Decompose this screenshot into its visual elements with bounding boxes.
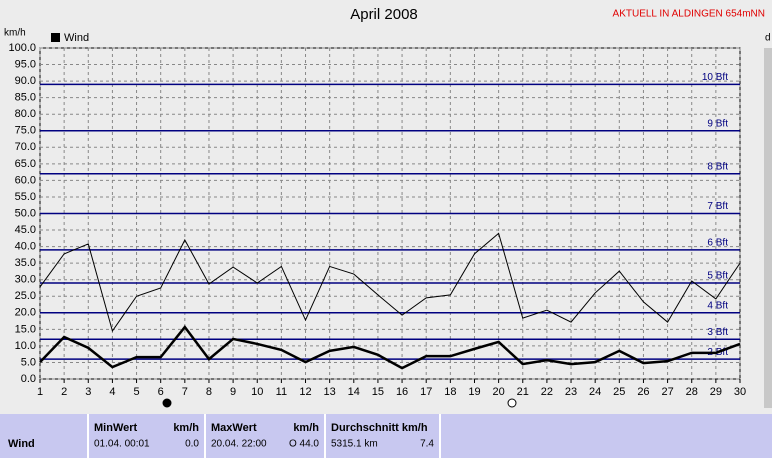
y-tick-label: 80.0 bbox=[15, 108, 36, 120]
x-tick-label: 21 bbox=[517, 386, 529, 398]
cell-time: 20.04. 22:00 bbox=[211, 439, 267, 450]
y-tick-label: 40.0 bbox=[15, 241, 36, 253]
column-unit: km/h bbox=[173, 422, 199, 434]
x-tick-label: 20 bbox=[492, 386, 504, 398]
y-tick-label: 5.0 bbox=[21, 356, 36, 368]
column-header: Durchschnitt km/h bbox=[331, 422, 428, 434]
column-header: MinWert bbox=[94, 422, 138, 434]
x-tick-label: 18 bbox=[444, 386, 456, 398]
cell-time: 5315.1 km bbox=[331, 439, 378, 450]
cell-value: 7.4 bbox=[420, 439, 434, 450]
beaufort-label: 6 Bft bbox=[707, 238, 728, 249]
cell-value: O 44.0 bbox=[289, 439, 319, 450]
y-tick-label: 100.0 bbox=[8, 42, 36, 54]
x-tick-label: 9 bbox=[230, 386, 236, 398]
beaufort-label: 3 Bft bbox=[707, 327, 728, 338]
y-tick-label: 65.0 bbox=[15, 158, 36, 170]
cell-time: 01.04. 00:01 bbox=[94, 439, 150, 450]
y-tick-label: 95.0 bbox=[15, 58, 36, 70]
column-unit: km/h bbox=[293, 422, 319, 434]
beaufort-label: 7 Bft bbox=[707, 201, 728, 212]
y-tick-label: 55.0 bbox=[15, 191, 36, 203]
y-tick-label: 25.0 bbox=[15, 290, 36, 302]
x-tick-label: 11 bbox=[276, 386, 287, 398]
x-tick-label: 16 bbox=[396, 386, 408, 398]
x-tick-label: 6 bbox=[158, 386, 164, 398]
column-header: MaxWert bbox=[211, 422, 257, 434]
new-moon-icon bbox=[507, 398, 517, 408]
x-tick-label: 26 bbox=[637, 386, 649, 398]
x-tick-label: 29 bbox=[710, 386, 722, 398]
y-tick-label: 70.0 bbox=[15, 141, 36, 153]
x-tick-label: 27 bbox=[661, 386, 673, 398]
x-tick-label: 22 bbox=[541, 386, 553, 398]
y-tick-label: 35.0 bbox=[15, 257, 36, 269]
y-tick-label: 15.0 bbox=[15, 323, 36, 335]
summary-table: Wind MinWert km/h 01.04. 00:01 0.0 MaxWert km/… bbox=[0, 414, 772, 458]
x-tick-label: 24 bbox=[589, 386, 601, 398]
x-tick-label: 23 bbox=[565, 386, 577, 398]
x-tick-label: 28 bbox=[686, 386, 698, 398]
x-tick-label: 14 bbox=[348, 386, 360, 398]
x-tick-label: 5 bbox=[133, 386, 139, 398]
y-tick-label: 30.0 bbox=[15, 274, 36, 286]
x-tick-label: 25 bbox=[613, 386, 625, 398]
series-line bbox=[39, 232, 741, 333]
table-bg bbox=[0, 414, 772, 458]
x-tick-label: 12 bbox=[299, 386, 311, 398]
x-tick-label: 2 bbox=[61, 386, 67, 398]
series-line bbox=[39, 324, 741, 370]
x-tick-label: 7 bbox=[182, 386, 188, 398]
x-tick-label: 1 bbox=[37, 386, 43, 398]
y-tick-label: 50.0 bbox=[15, 207, 36, 219]
y-tick-label: 45.0 bbox=[15, 224, 36, 236]
x-tick-label: 4 bbox=[109, 386, 115, 398]
beaufort-label: 9 Bft bbox=[707, 118, 728, 129]
x-tick-label: 19 bbox=[468, 386, 480, 398]
legend-swatch bbox=[51, 33, 60, 42]
y-tick-label: 75.0 bbox=[15, 125, 36, 137]
full-moon-icon bbox=[162, 398, 172, 408]
beaufort-label: 8 Bft bbox=[707, 161, 728, 172]
y-tick-label: 85.0 bbox=[15, 92, 36, 104]
beaufort-label: 10 Bft bbox=[702, 72, 728, 83]
x-tick-label: 13 bbox=[324, 386, 336, 398]
x-tick-label: 8 bbox=[206, 386, 212, 398]
y-tick-label: 90.0 bbox=[15, 75, 36, 87]
x-tick-label: 30 bbox=[734, 386, 746, 398]
y2-axis-label: d bbox=[765, 33, 771, 44]
y-axis-label: km/h bbox=[4, 28, 26, 39]
x-tick-label: 17 bbox=[420, 386, 432, 398]
station-label: AKTUELL IN ALDINGEN 654mNN bbox=[613, 9, 765, 20]
legend-label: Wind bbox=[64, 32, 89, 44]
beaufort-label: 4 Bft bbox=[707, 300, 728, 311]
x-tick-label: 10 bbox=[251, 386, 263, 398]
y-tick-label: 0.0 bbox=[21, 373, 36, 385]
side-panel bbox=[764, 48, 772, 408]
beaufort-label: 5 Bft bbox=[707, 271, 728, 282]
x-tick-label: 15 bbox=[372, 386, 384, 398]
chart-title: April 2008 bbox=[350, 6, 418, 23]
row-label: Wind bbox=[8, 438, 35, 450]
x-tick-label: 3 bbox=[85, 386, 91, 398]
y-tick-label: 60.0 bbox=[15, 174, 36, 186]
plot: 0.0 5.0 10.0 15.0 20.0 25.0 30.0 35.0 40.0 45.0 50… bbox=[8, 42, 746, 398]
y-tick-label: 20.0 bbox=[15, 307, 36, 319]
cell-value: 0.0 bbox=[185, 439, 199, 450]
y-tick-label: 10.0 bbox=[15, 340, 36, 352]
